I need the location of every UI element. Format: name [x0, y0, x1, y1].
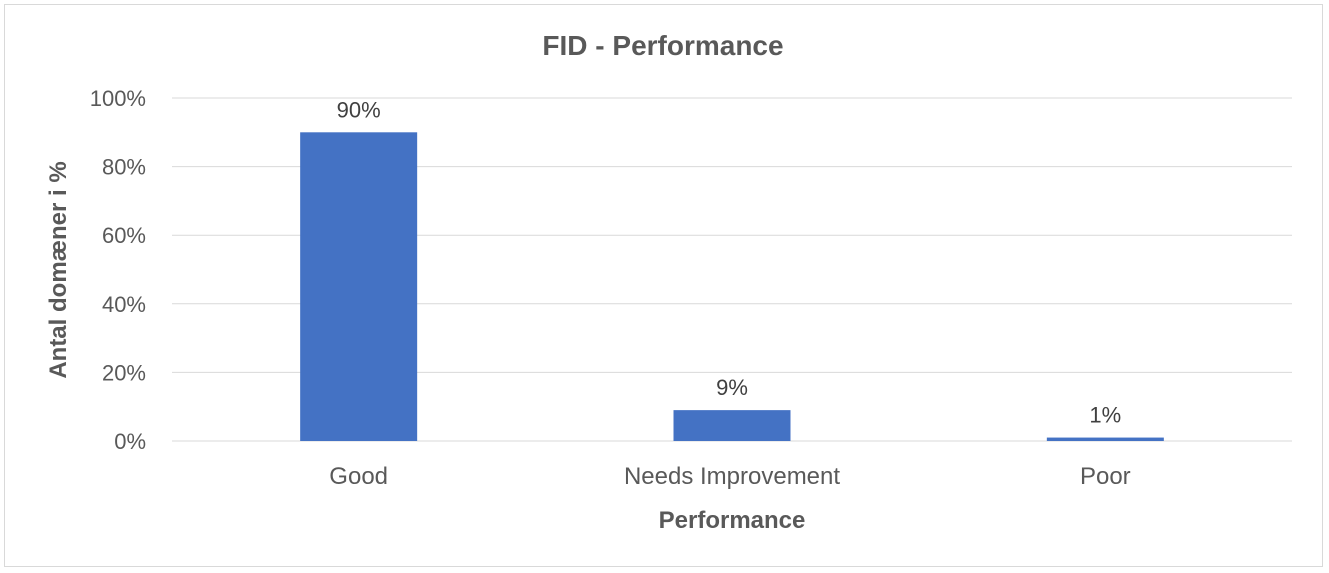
data-label: 90% [337, 97, 381, 122]
x-tick-label: Good [329, 463, 388, 490]
bar [300, 132, 418, 442]
chart-title: FID - Performance [542, 30, 783, 61]
bar [1046, 437, 1164, 441]
y-tick-label: 100% [90, 86, 146, 111]
y-tick-label: 80% [102, 155, 146, 180]
data-label: 9% [716, 375, 748, 400]
y-axis-title: Antal domæner i % [45, 161, 72, 378]
y-tick-label: 60% [102, 223, 146, 248]
y-tick-label: 20% [102, 360, 146, 385]
x-axis-title: Performance [659, 507, 806, 534]
y-tick-label: 40% [102, 292, 146, 317]
x-tick-label: Poor [1080, 463, 1131, 490]
data-label: 1% [1089, 403, 1121, 428]
y-tick-label: 0% [114, 429, 146, 454]
bar [673, 410, 791, 441]
x-tick-label: Needs Improvement [624, 463, 840, 490]
